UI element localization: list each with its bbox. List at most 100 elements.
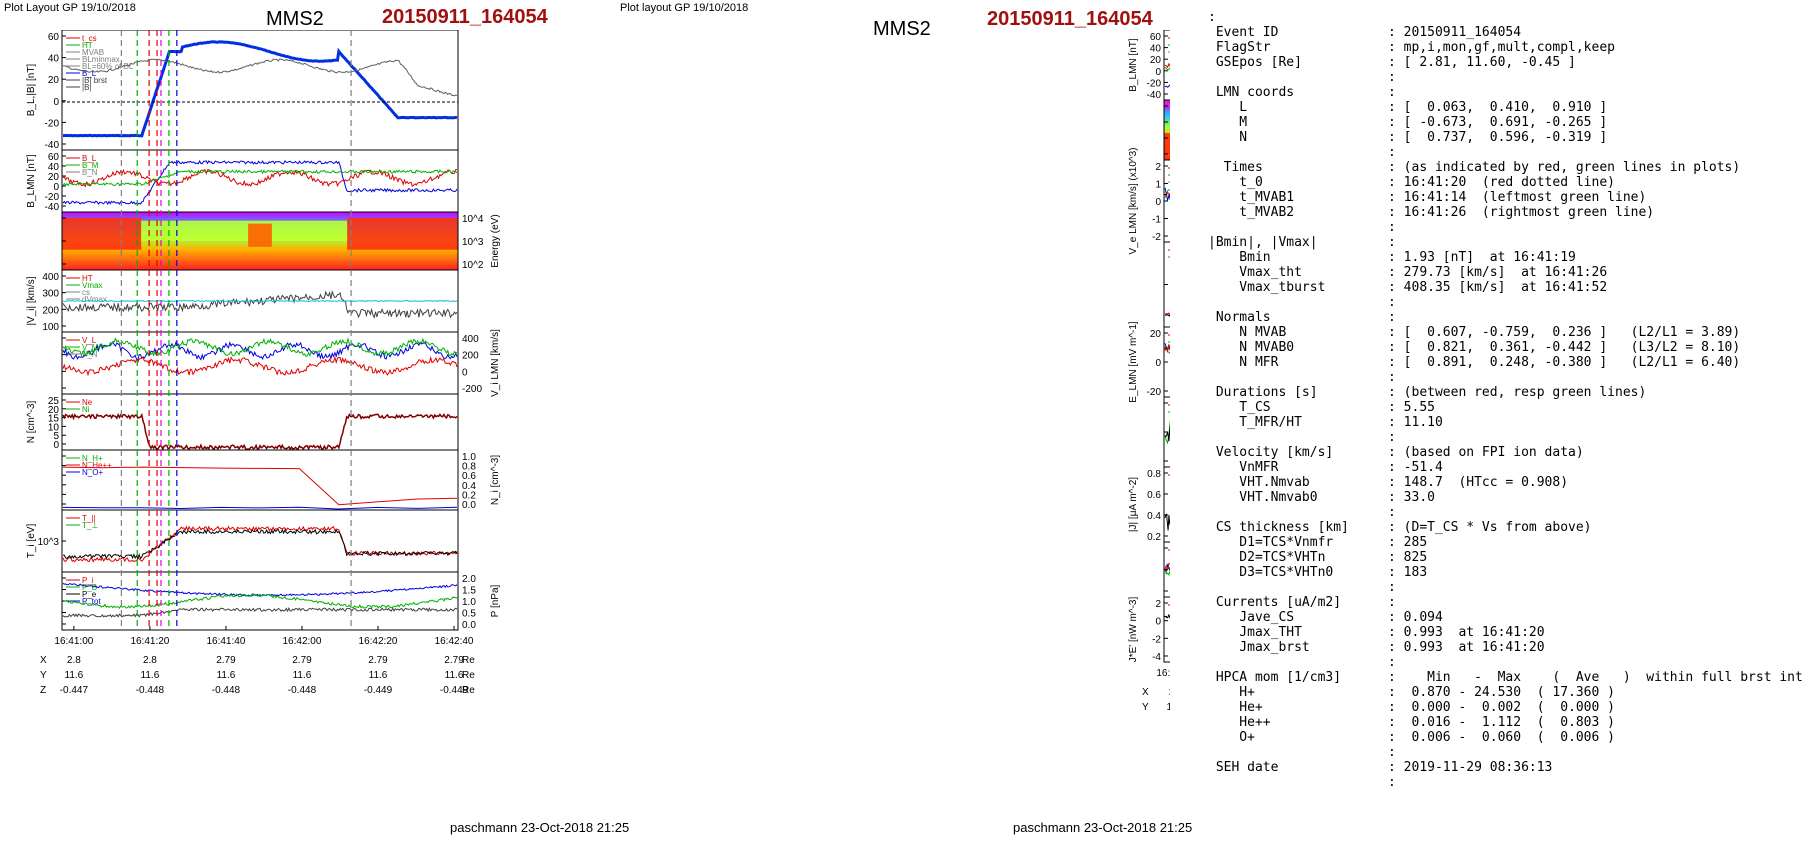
info-line: : — [1208, 10, 1216, 25]
panel: 10^3T_i [eV] T_||T_⊥ — [26, 509, 459, 573]
position-label: X — [1142, 687, 1149, 698]
middle-footer: paschmann 23-Oct-2018 21:25 — [1013, 820, 1193, 835]
series-line — [62, 58, 458, 97]
panel: 10^4 10^3 10^2 Energy (eV) — [61, 211, 501, 271]
y-axis-label: N [cm^-3] — [26, 401, 37, 444]
legend-entry: BL=60% of BL — [82, 62, 134, 71]
legend-entry: N_He++ — [82, 461, 112, 470]
panel-frame — [1163, 466, 1170, 543]
info-line: He++ : 0.016 - 1.112 ( 0.803 ) — [1208, 715, 1615, 730]
info-line: Durations [s] : (between red, resp green… — [1208, 385, 1647, 400]
info-line: : — [1208, 580, 1396, 595]
left-title: MMS2 — [266, 8, 324, 30]
y-tick-label: 10^2 — [462, 260, 484, 271]
y-axis-label: B_LMN [nT] — [26, 154, 37, 208]
series-line — [62, 341, 458, 361]
position-value: -0.449 — [364, 685, 393, 696]
legend-entry: Ni — [82, 405, 90, 414]
info-line: Bmin : 1.93 [nT] at 16:41:19 — [1208, 250, 1576, 265]
left-header: Plot Layout GP 19/10/2018 — [4, 2, 136, 14]
info-line: He+ : 0.000 - 0.002 ( 0.000 ) — [1208, 700, 1615, 715]
spectrogram-band — [248, 223, 272, 247]
y-axis-label: |J| [μA m^-2] — [1128, 477, 1139, 532]
y-tick-label: 20 — [1150, 55, 1162, 66]
y-tick-label: 0.2 — [1147, 532, 1161, 543]
y-tick-label: 0 — [1155, 358, 1161, 369]
y-tick-label: 15 — [48, 414, 60, 425]
y-tick-label: 0.8 — [462, 462, 476, 473]
y-tick-label: 40 — [48, 54, 60, 65]
y-axis-label: Energy (eV) — [490, 214, 501, 267]
legend-entry: T_⊥ — [82, 521, 98, 530]
middle-event-id: 20150911_164054 — [987, 8, 1153, 30]
legend-entry: P_tot — [82, 597, 101, 606]
legend-entry: N_H+ — [82, 454, 103, 463]
info-line: T_CS : 5.55 — [1208, 400, 1435, 415]
panel: 200-20E_LMN [mV m^-1]E_LE_ME_N — [1128, 321, 1170, 403]
info-line: Times : (as indicated by red, green line… — [1208, 160, 1741, 175]
y-tick-label: 0 — [1155, 197, 1161, 208]
legend-entry: N_O+ — [82, 468, 103, 477]
y-tick-label: 60 — [48, 32, 60, 43]
y-tick-label: 100 — [42, 322, 59, 333]
y-tick-label: 0.4 — [1147, 511, 1161, 522]
info-line: T_MFR/HT : 11.10 — [1208, 415, 1443, 430]
y-axis-label: J*E' [nW m^-3] — [1128, 597, 1139, 663]
spectrogram-band — [141, 220, 348, 241]
panel: 20-2-4J*E' [nW m^-3]J*E' — [1128, 596, 1170, 663]
info-line: HPCA mom [1/cm3] : Min - Max ( Ave ) wit… — [1208, 670, 1803, 685]
series-line — [62, 506, 458, 510]
panel-frame — [1163, 596, 1170, 663]
y-tick-label: 10^3 — [38, 537, 60, 548]
info-line: : — [1208, 430, 1396, 445]
y-tick-label: -40 — [45, 140, 60, 151]
panel: 10^410^310^210^1Energy (eV) — [1163, 99, 1170, 161]
y-tick-label: 20 — [48, 75, 60, 86]
legend-entry: Vmax — [82, 281, 102, 290]
y-tick-label: 20 — [48, 405, 60, 416]
series-line — [1164, 62, 1170, 69]
y-tick-label: 2 — [1155, 599, 1161, 610]
series-line — [62, 606, 458, 618]
y-tick-label: -40 — [45, 202, 60, 213]
position-value: 2.8 — [67, 655, 81, 666]
y-tick-label: -20 — [1147, 387, 1162, 398]
info-line: LMN coords : — [1208, 85, 1396, 100]
info-line: D2=TCS*VHTn : 825 — [1208, 550, 1428, 565]
position-value: 2.8 — [143, 655, 157, 666]
series-line — [62, 299, 458, 303]
series-line — [62, 159, 458, 206]
info-line: CS thickness [km] : (D=T_CS * Vs from ab… — [1208, 520, 1592, 535]
y-tick-label: -2 — [1152, 634, 1161, 645]
y-tick-label: -200 — [462, 384, 482, 395]
info-line: VHT.Nmvab0 : 33.0 — [1208, 490, 1435, 505]
series-line — [62, 168, 458, 188]
x-tick-label: 16:41:40 — [206, 636, 245, 647]
series-line — [63, 40, 458, 138]
position-unit: Re — [462, 670, 475, 681]
info-line: N MVAB0 : [ 0.821, 0.361, -0.442 ] (L3/L… — [1208, 340, 1741, 355]
legend-entry: |B| brst — [82, 76, 108, 85]
info-line: D3=TCS*VHTn0 : 183 — [1208, 565, 1428, 580]
info-line: O+ : 0.006 - 0.060 ( 0.006 ) — [1208, 730, 1615, 745]
legend-entry: cs — [82, 288, 90, 297]
info-line: VnMFR : -51.4 — [1208, 460, 1443, 475]
y-axis-label: P [nPa] — [490, 584, 501, 617]
series-line — [62, 528, 458, 560]
y-tick-label: -40 — [1147, 90, 1162, 101]
left-footer: paschmann 23-Oct-2018 21:25 — [450, 820, 630, 835]
info-line: : — [1208, 370, 1396, 385]
y-tick-label: -1 — [1152, 215, 1161, 226]
position-value: 11.6 — [65, 670, 84, 681]
spectrogram-band — [1164, 100, 1170, 109]
panel: 0.80.60.40.2|J| [μA m^-2]|J| — [1128, 466, 1170, 543]
panel: 2.01.51.00.50.0 P [nPa] P_iP_BP_eP_tot — [61, 571, 501, 631]
legend-entry: HT — [82, 274, 93, 283]
info-line: : — [1208, 70, 1396, 85]
series-line — [62, 289, 458, 319]
info-line: GSEpos [Re] : [ 2.81, 11.60, -0.45 ] — [1208, 55, 1576, 70]
left-event-id: 20150911_164054 — [382, 6, 548, 28]
info-line: Vmax_tburst : 408.35 [km/s] at 16:41:52 — [1208, 280, 1608, 295]
position-value: 2.79 — [292, 655, 312, 666]
